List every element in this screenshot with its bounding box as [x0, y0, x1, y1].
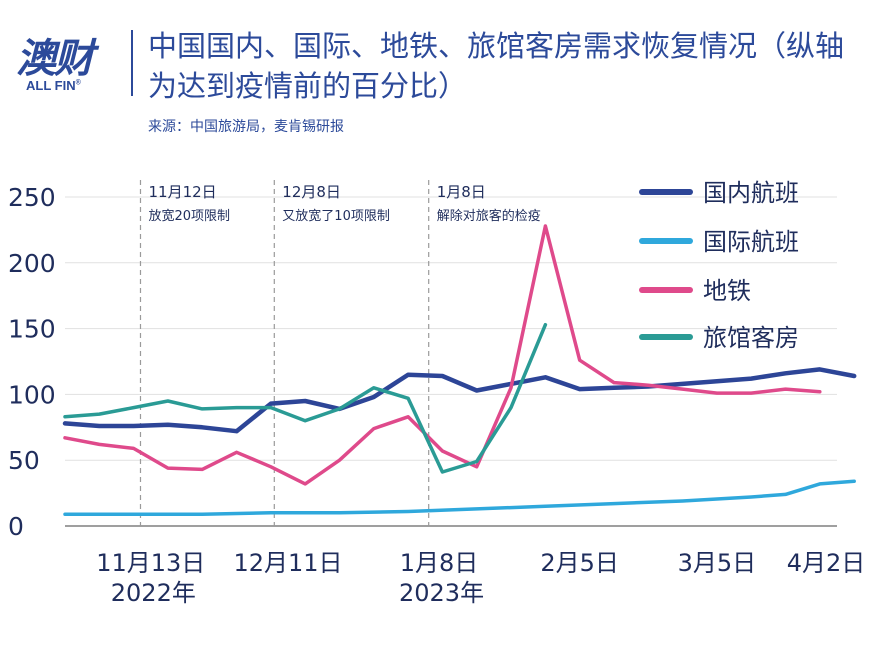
- logo-en-text: ALL FIN: [26, 78, 76, 93]
- annotation-text: 解除对旅客的检疫: [437, 208, 541, 224]
- series-line-international: [63, 479, 856, 516]
- logo: 澳财 ALL FIN®: [16, 26, 128, 106]
- x-tick-label: 11月13日: [96, 549, 205, 577]
- x-tick-label: 1月8日: [400, 549, 479, 577]
- chart-source: 来源：中国旅游局，麦肯锡研报: [148, 119, 344, 135]
- legend-label: 地铁: [703, 277, 751, 305]
- annotation-text: 又放宽了10项限制: [282, 208, 390, 224]
- logo-en: ALL FIN®: [26, 78, 81, 93]
- y-tick-label: 250: [8, 183, 56, 212]
- x-tick-sublabel: 2023年: [399, 579, 484, 607]
- header-divider: [131, 30, 133, 96]
- y-tick-label: 150: [8, 315, 56, 344]
- legend-label: 旅馆客房: [703, 324, 799, 352]
- x-tick-label: 2月5日: [540, 549, 619, 577]
- annotation-date: 11月12日: [148, 183, 216, 201]
- legend-label: 国际航班: [703, 228, 799, 256]
- legend-label: 国内航班: [703, 179, 799, 207]
- y-tick-label: 200: [8, 249, 56, 278]
- x-tick-label: 4月2日: [787, 549, 866, 577]
- y-tick-label: 50: [8, 446, 40, 475]
- annotation-text: 放宽20项限制: [148, 208, 230, 224]
- chart-title: 中国国内、国际、地铁、旅馆客房需求恢复情况（纵轴为达到疫情前的百分比）: [148, 29, 845, 103]
- logo-registered-mark: ®: [75, 79, 81, 87]
- y-tick-label: 100: [8, 380, 56, 409]
- annotation-date: 1月8日: [437, 183, 486, 201]
- x-tick-label: 3月5日: [678, 549, 757, 577]
- y-tick-label: 0: [8, 512, 24, 541]
- logo-cn: 澳财: [16, 36, 94, 82]
- x-tick-label: 12月11日: [233, 549, 342, 577]
- series-line-domestic: [62, 367, 857, 434]
- series-line-hotel: [63, 322, 548, 474]
- series-line-subway: [63, 224, 822, 486]
- x-tick-sublabel: 2022年: [111, 579, 196, 607]
- annotation-date: 12月8日: [282, 183, 341, 201]
